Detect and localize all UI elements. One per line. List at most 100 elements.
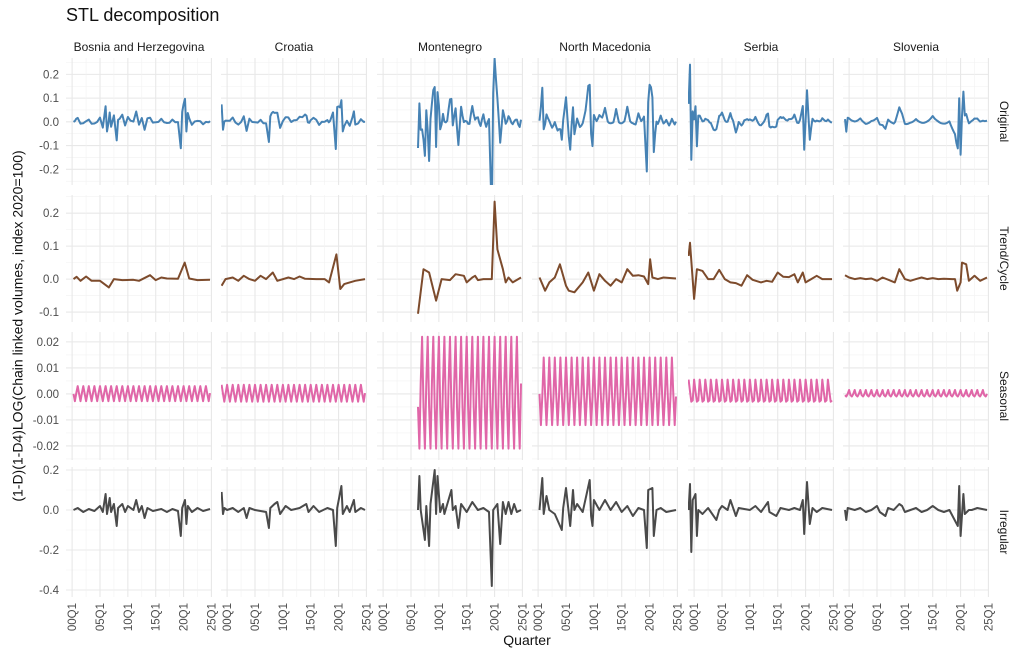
x-tick-label: 25Q1 — [361, 603, 373, 631]
facet-strip-trend: Trend/Cycle — [997, 226, 1011, 291]
facet-panel — [221, 467, 367, 597]
y-tick-label: 0.0 — [43, 117, 59, 129]
facet-panel — [66, 332, 212, 460]
x-tick-label: 05Q1 — [250, 603, 262, 631]
y-tick-label: -0.4 — [39, 585, 59, 597]
x-tick-label: 25Q1 — [828, 603, 840, 631]
series-line-trend — [538, 258, 677, 294]
facet-panel — [532, 332, 678, 460]
facet-panel — [377, 467, 523, 597]
series-line-trend — [221, 253, 366, 290]
series-line-irregular — [538, 477, 677, 549]
y-tick-label: 0.02 — [37, 337, 59, 349]
facet-strip-country: Serbia — [744, 40, 779, 54]
x-tick-label: 15Q1 — [928, 603, 940, 631]
y-tick-label: 0.0 — [43, 274, 59, 286]
x-tick-label: 10Q1 — [589, 603, 601, 631]
facet-panel — [532, 58, 678, 185]
series-line-seasonal — [221, 383, 366, 403]
chart-title: STL decomposition — [66, 5, 220, 25]
x-axis-title: Quarter — [503, 632, 551, 648]
facet-panel — [532, 195, 678, 322]
facet-panel — [688, 195, 834, 322]
facet-strip-country: Croatia — [275, 40, 314, 54]
facet-panel — [843, 332, 989, 460]
x-tick-label: 10Q1 — [434, 603, 446, 631]
series-line-seasonal — [844, 389, 988, 398]
x-tick-label: 00Q1 — [533, 603, 545, 631]
series-line-original — [72, 97, 211, 150]
series-line-irregular — [844, 485, 988, 537]
series-line-irregular — [73, 493, 211, 537]
series-line-seasonal — [72, 385, 211, 403]
facet-strip-country: Bosnia and Herzegovina — [74, 40, 205, 54]
x-tick-label: 05Q1 — [872, 603, 884, 631]
x-tick-label: 20Q1 — [334, 603, 346, 631]
series-line-trend — [844, 261, 988, 292]
y-tick-label: -0.1 — [39, 307, 59, 319]
x-tick-label: 15Q1 — [617, 603, 629, 631]
x-tick-label: 15Q1 — [306, 603, 318, 631]
x-tick-label: 10Q1 — [745, 603, 757, 631]
series-line-original — [538, 83, 677, 173]
x-tick-label: 15Q1 — [151, 603, 163, 631]
facet-panel — [221, 332, 367, 460]
y-tick-label: 0.2 — [43, 208, 59, 220]
x-tick-label: 05Q1 — [95, 603, 107, 631]
x-tick-label: 10Q1 — [278, 603, 290, 631]
x-tick-label: 20Q1 — [490, 603, 502, 631]
x-tick-label: 00Q1 — [67, 603, 79, 631]
series-line-irregular — [688, 481, 833, 553]
series-line-seasonal — [688, 378, 833, 403]
facet-panel — [843, 58, 989, 185]
facet-panel — [66, 467, 212, 597]
y-tick-label: -0.2 — [39, 164, 59, 176]
facet-strip-country: Slovenia — [893, 40, 939, 54]
x-tick-label: 05Q1 — [717, 603, 729, 631]
series-line-trend — [72, 261, 211, 289]
y-tick-label: -0.02 — [33, 441, 59, 453]
facet-panel — [843, 467, 989, 597]
x-tick-label: 25Q1 — [983, 603, 995, 631]
facet-panel — [688, 332, 834, 460]
facet-panel — [688, 58, 834, 185]
series-line-trend — [688, 241, 832, 300]
facet-strip-original: Original — [997, 101, 1011, 142]
facet-panel — [377, 58, 523, 185]
facet-strip-irregular: Irregular — [997, 510, 1011, 555]
x-tick-label: 20Q1 — [801, 603, 813, 631]
y-tick-label: 0.1 — [43, 93, 59, 105]
y-tick-label: 0.2 — [43, 69, 59, 81]
y-tick-label: 0.2 — [43, 465, 59, 477]
facet-panel — [221, 58, 367, 185]
x-tick-label: 00Q1 — [844, 603, 856, 631]
y-tick-label: -0.1 — [39, 141, 59, 153]
facet-panel — [532, 467, 678, 597]
series-line-original — [221, 99, 366, 150]
y-tick-label: 0.1 — [43, 241, 59, 253]
facet-panel — [66, 58, 212, 185]
x-tick-label: 15Q1 — [462, 603, 474, 631]
y-tick-label: -0.01 — [33, 415, 59, 427]
series-line-seasonal — [538, 356, 677, 427]
x-tick-label: 25Q1 — [672, 603, 684, 631]
series-line-irregular — [417, 469, 522, 587]
x-tick-label: 20Q1 — [645, 603, 657, 631]
x-tick-label: 20Q1 — [956, 603, 968, 631]
y-tick-label: -0.2 — [39, 545, 59, 557]
x-tick-label: 10Q1 — [900, 603, 912, 631]
x-tick-label: 15Q1 — [773, 603, 785, 631]
facet-panel — [843, 195, 989, 322]
x-tick-label: 25Q1 — [206, 603, 218, 631]
series-line-original — [688, 63, 833, 161]
x-tick-label: 05Q1 — [561, 603, 573, 631]
facet-strip-country: Montenegro — [418, 40, 482, 54]
facet-panel — [688, 467, 834, 597]
y-tick-label: 0.01 — [37, 363, 59, 375]
x-tick-label: 00Q1 — [378, 603, 390, 631]
facet-panel — [377, 332, 523, 460]
y-tick-label: 0.00 — [37, 389, 59, 401]
facet-strip-country: North Macedonia — [559, 40, 651, 54]
x-tick-label: 10Q1 — [123, 603, 135, 631]
